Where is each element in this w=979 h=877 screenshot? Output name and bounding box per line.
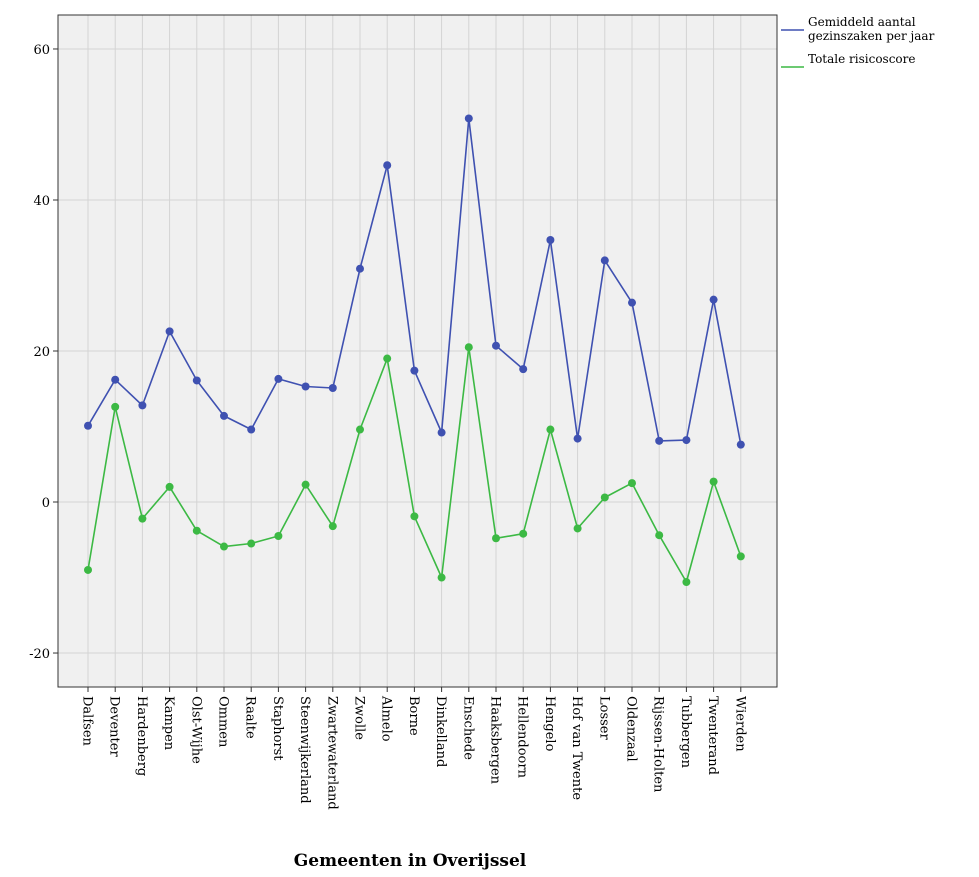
- x-category-label: Tubbergen: [678, 696, 693, 769]
- x-category-label: Twenterand: [705, 696, 720, 775]
- data-point: [437, 573, 446, 582]
- y-tick-label: -20: [29, 647, 50, 662]
- data-point: [628, 298, 636, 307]
- data-point: [410, 366, 419, 375]
- data-point: [301, 480, 310, 489]
- x-category-label: Hellendoorn: [515, 696, 530, 779]
- x-category-label: Steenwijkerland: [297, 696, 312, 804]
- data-point: [437, 428, 446, 437]
- x-category-label: Hof van Twente: [569, 696, 584, 800]
- x-category-label: Haaksbergen: [488, 696, 503, 785]
- plot-area: [57, 14, 778, 688]
- data-point: [192, 376, 201, 385]
- y-tick-label: 40: [33, 194, 50, 209]
- x-category-label: Raalte: [243, 696, 258, 739]
- data-point: [383, 354, 392, 363]
- x-category-label: Kampen: [161, 696, 176, 751]
- y-tick-label: 0: [42, 496, 50, 511]
- data-point: [328, 383, 337, 392]
- data-point: [573, 434, 582, 443]
- data-point: [709, 477, 718, 486]
- data-point: [165, 482, 174, 491]
- y-tick-label: 60: [33, 43, 50, 58]
- data-point: [247, 425, 256, 434]
- x-axis-title: Gemeenten in Overijssel: [294, 851, 527, 871]
- x-category-label: Ommen: [216, 696, 231, 748]
- data-point: [111, 402, 120, 411]
- data-point: [736, 552, 745, 561]
- y-tick-label: 20: [33, 345, 50, 360]
- data-point: [628, 479, 636, 488]
- data-point: [111, 375, 120, 384]
- data-point: [546, 425, 555, 434]
- x-axis: Dalfsen Deventer Hardenberg Kampen Olst-Wijh…: [80, 687, 747, 810]
- x-category-label: Zwartewaterland: [324, 696, 339, 810]
- data-point: [301, 382, 310, 391]
- series-2: [84, 343, 745, 587]
- legend-label: gezinszaken per jaar: [808, 29, 935, 43]
- data-point: [464, 114, 473, 123]
- x-category-label: Olst-Wijhe: [188, 696, 203, 764]
- x-category-label: Deventer: [107, 696, 122, 757]
- series-group: [84, 114, 745, 587]
- data-point: [682, 578, 691, 587]
- x-category-label: Enschede: [460, 696, 475, 760]
- data-point: [328, 522, 337, 531]
- data-point: [356, 425, 364, 434]
- data-point: [274, 531, 283, 540]
- data-point: [492, 534, 500, 543]
- data-point: [600, 256, 609, 265]
- data-point: [410, 512, 419, 521]
- series-1: [84, 114, 745, 449]
- x-category-label: Oldenzaal: [624, 696, 639, 762]
- x-category-label: Losser: [596, 696, 611, 740]
- x-category-label: Dinkelland: [433, 696, 448, 767]
- data-point: [356, 264, 364, 273]
- data-point: [464, 343, 473, 352]
- data-point: [600, 493, 609, 502]
- data-point: [247, 539, 256, 548]
- x-category-label: Hardenberg: [134, 696, 149, 776]
- y-axis: -20 0 20 40 60: [29, 43, 58, 662]
- data-point: [274, 374, 283, 383]
- data-point: [138, 401, 147, 410]
- data-point: [736, 440, 745, 449]
- data-point: [84, 421, 92, 430]
- data-point: [519, 365, 528, 374]
- data-point: [682, 436, 691, 445]
- data-point: [573, 524, 582, 533]
- data-point: [192, 526, 201, 535]
- data-point: [383, 161, 392, 170]
- x-category-label: Staphorst: [270, 696, 285, 761]
- x-category-label: Rijssen-Holten: [651, 696, 666, 793]
- x-category-label: Zwolle: [352, 696, 367, 740]
- data-point: [165, 327, 174, 336]
- data-point: [655, 531, 664, 540]
- legend-label: Gemiddeld aantal: [808, 15, 916, 29]
- x-category-label: Wierden: [732, 696, 747, 752]
- data-point: [220, 542, 228, 551]
- data-point: [138, 514, 147, 523]
- data-point: [492, 341, 500, 350]
- x-category-label: Almelo: [379, 695, 394, 742]
- data-point: [519, 529, 528, 538]
- x-category-label: Dalfsen: [80, 696, 95, 747]
- x-category-label: Hengelo: [542, 696, 557, 752]
- legend-label: Totale risicoscore: [808, 52, 915, 66]
- data-point: [546, 236, 555, 245]
- data-point: [84, 565, 92, 574]
- data-point: [709, 295, 718, 304]
- x-category-label: Borne: [406, 696, 421, 736]
- data-point: [220, 411, 228, 420]
- data-point: [655, 436, 664, 445]
